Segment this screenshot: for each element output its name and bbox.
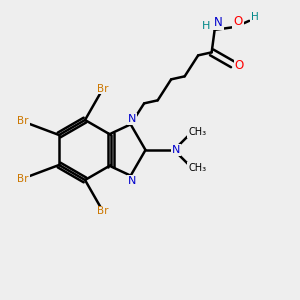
Text: Br: Br <box>97 83 109 94</box>
Text: N: N <box>128 176 136 186</box>
Text: H: H <box>251 12 259 22</box>
Text: N: N <box>172 145 181 155</box>
Text: CH₃: CH₃ <box>188 163 206 173</box>
Text: H: H <box>202 21 211 31</box>
Text: CH₃: CH₃ <box>188 127 206 137</box>
Text: N: N <box>128 114 136 124</box>
Text: O: O <box>233 15 243 28</box>
Text: Br: Br <box>17 173 29 184</box>
Text: Br: Br <box>17 116 29 127</box>
Text: Br: Br <box>97 206 109 217</box>
Text: O: O <box>235 59 244 72</box>
Text: N: N <box>214 16 223 29</box>
